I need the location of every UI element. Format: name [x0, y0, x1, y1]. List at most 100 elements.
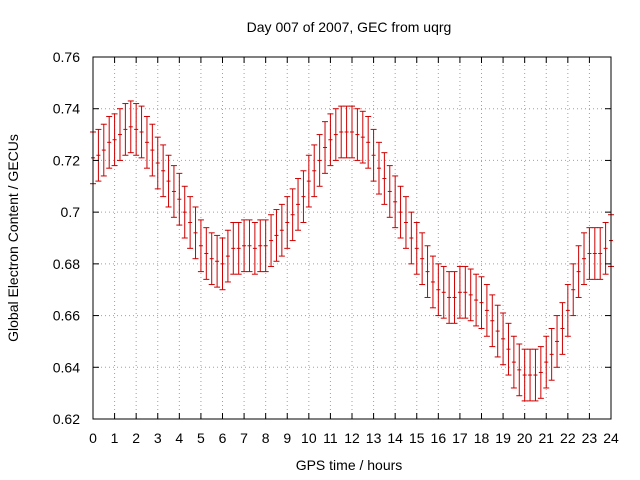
data-point: [165, 154, 172, 208]
data-point: [402, 196, 409, 249]
chart-title: Day 007 of 2007, GEC from uqrg: [247, 19, 452, 35]
data-point: [413, 221, 420, 275]
y-tick-label: 0.62: [53, 411, 80, 427]
data-point: [133, 103, 140, 156]
data-point: [548, 328, 555, 381]
data-point: [537, 346, 544, 399]
data-point: [456, 265, 463, 319]
data-point: [559, 302, 566, 355]
x-tick-label: 6: [219, 430, 227, 446]
data-point: [235, 221, 242, 275]
data-point: [500, 312, 507, 366]
y-tick-label: 0.64: [53, 359, 80, 375]
data-point: [505, 322, 512, 376]
data-point: [424, 245, 431, 298]
data-point: [527, 348, 534, 402]
data-point: [554, 315, 561, 368]
data-point: [289, 188, 296, 242]
data-point: [483, 284, 490, 337]
data-point: [597, 227, 604, 280]
data-point: [160, 144, 167, 198]
data-point: [219, 237, 226, 291]
error-bars: [90, 100, 614, 402]
data-point: [208, 232, 215, 286]
data-point: [197, 219, 204, 273]
data-point: [349, 105, 355, 159]
data-point: [316, 134, 323, 187]
axis-ticks: [92, 56, 612, 420]
data-point: [408, 211, 415, 265]
data-point: [478, 276, 485, 329]
data-point: [95, 128, 102, 182]
data-point: [419, 232, 426, 286]
data-point: [462, 265, 469, 319]
data-point: [365, 115, 372, 169]
x-tick-label: 11: [323, 430, 338, 446]
data-point: [305, 154, 312, 208]
x-tick-label: 24: [603, 430, 619, 446]
data-point: [375, 141, 382, 195]
x-tick-label: 3: [154, 430, 162, 446]
data-point: [268, 214, 275, 267]
x-tick-label: 5: [197, 430, 205, 446]
data-point: [116, 108, 123, 161]
data-point: [516, 343, 523, 397]
data-point: [295, 178, 302, 231]
data-point: [154, 136, 161, 190]
data-point: [181, 185, 188, 239]
x-tick-label: 23: [582, 430, 598, 446]
y-tick-label: 0.74: [53, 101, 80, 117]
data-point: [429, 255, 436, 309]
data-point: [446, 271, 453, 324]
data-point: [100, 123, 107, 177]
x-tick-label: 13: [366, 430, 382, 446]
y-tick-label: 0.7: [61, 204, 81, 220]
data-point: [354, 108, 361, 161]
data-point: [467, 268, 474, 322]
data-point: [602, 221, 609, 275]
data-point: [284, 196, 291, 249]
data-point: [106, 115, 113, 169]
x-tick-label: 7: [240, 430, 248, 446]
x-tick-label: 20: [517, 430, 533, 446]
x-tick-label: 2: [132, 430, 140, 446]
data-point: [332, 108, 339, 161]
data-point: [262, 219, 269, 273]
data-point: [543, 335, 550, 389]
data-point: [473, 273, 480, 327]
y-axis-label: Global Electron Content / GECUs: [5, 134, 21, 342]
y-tick-labels: 0.62 0.64 0.66 0.68 0.7 0.72 0.74 0.76: [53, 49, 80, 427]
data-point: [246, 219, 253, 273]
data-point: [435, 263, 442, 317]
data-point: [127, 100, 134, 154]
data-point: [575, 245, 582, 298]
data-point: [327, 113, 334, 167]
x-tick-label: 10: [301, 430, 317, 446]
x-tick-label: 9: [283, 430, 291, 446]
data-point: [510, 335, 517, 389]
data-point: [273, 209, 280, 262]
data-point: [586, 227, 593, 280]
data-point: [343, 105, 350, 159]
data-point: [170, 165, 177, 218]
data-point: [322, 121, 329, 174]
x-tick-label: 18: [474, 430, 490, 446]
x-tick-label: 14: [387, 430, 403, 446]
data-point: [143, 115, 150, 169]
data-point: [359, 110, 366, 164]
data-point: [278, 203, 285, 257]
x-tick-labels: 0 1 2 3 4 5 6 7 8 9 10 11 12 13 14 15 16 17 18 19 20 21 22 23 24: [89, 430, 619, 446]
x-tick-label: 17: [452, 430, 468, 446]
x-tick-label: 16: [431, 430, 447, 446]
data-point: [591, 227, 598, 280]
data-point: [257, 219, 264, 273]
data-point: [203, 227, 210, 280]
data-point: [521, 348, 528, 402]
data-point: [176, 172, 183, 226]
x-tick-label: 12: [344, 430, 360, 446]
x-tick-label: 19: [495, 430, 511, 446]
data-point: [149, 123, 156, 177]
data-point: [489, 294, 496, 348]
x-tick-label: 0: [89, 430, 97, 446]
